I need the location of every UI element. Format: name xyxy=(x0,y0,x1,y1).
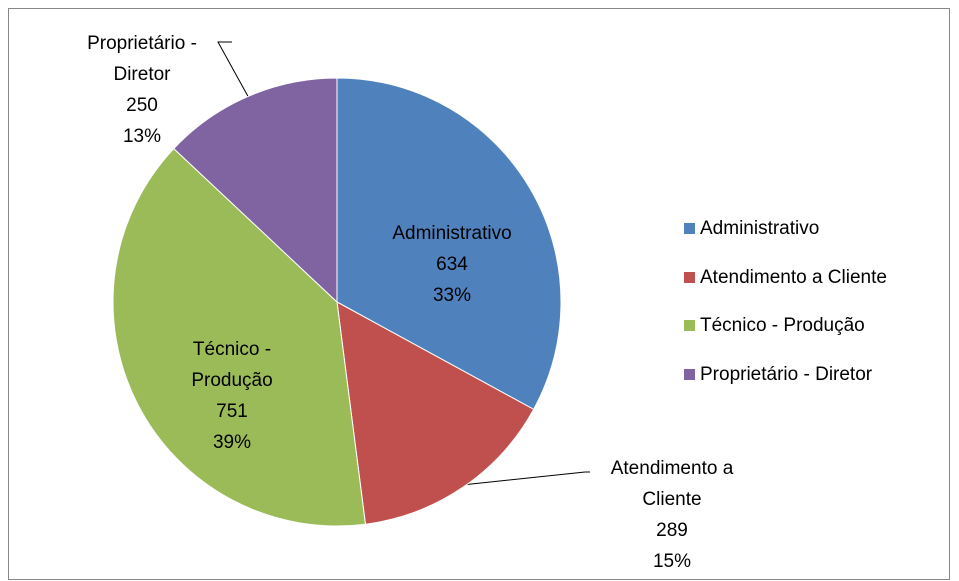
pie-slice xyxy=(336,77,562,411)
legend-label: Proprietário - Diretor xyxy=(700,363,873,385)
label-value: 250 xyxy=(126,95,158,116)
label-percent: 15% xyxy=(652,551,692,572)
label-value: 634 xyxy=(436,254,468,275)
label-category: Técnico - Produção xyxy=(191,339,273,391)
label-percent: 39% xyxy=(212,432,252,453)
data-label: Administrativo 634 33% xyxy=(357,218,547,311)
label-category: Administrativo xyxy=(392,223,512,244)
legend-label: Técnico - Produção xyxy=(700,315,865,336)
legend-label: Administrativo xyxy=(700,218,820,239)
data-label: Técnico - Produção 751 39% xyxy=(170,334,295,458)
leader-line xyxy=(217,41,251,101)
data-label: Proprietário - Diretor 250 13% xyxy=(67,28,217,152)
label-value: 751 xyxy=(216,401,248,422)
label-category: Proprietário - Diretor xyxy=(87,33,197,85)
label-category: Atendimento a Cliente xyxy=(610,458,734,510)
legend-label: Atendimento a Cliente xyxy=(700,266,887,288)
data-label: Atendimento a Cliente 289 15% xyxy=(587,453,757,577)
pie-slice xyxy=(112,147,367,527)
legend-swatch xyxy=(684,320,695,331)
pie-slice xyxy=(336,301,535,525)
legend-swatch xyxy=(684,223,695,234)
legend-swatch xyxy=(684,368,695,380)
label-percent: 33% xyxy=(432,285,472,306)
leader-line xyxy=(461,471,590,486)
legend-swatch xyxy=(684,271,695,283)
label-value: 289 xyxy=(656,520,688,541)
pie-slice xyxy=(173,77,338,304)
label-percent: 13% xyxy=(122,126,162,147)
